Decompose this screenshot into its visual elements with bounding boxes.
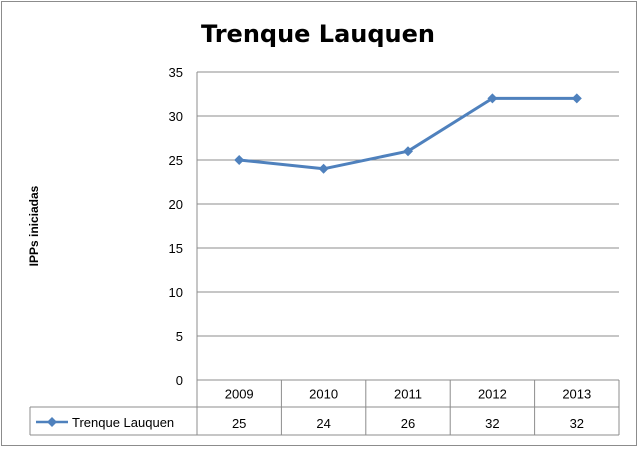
data-table-value: 24 [316,416,330,431]
x-tick-label: 2010 [309,387,338,402]
y-axis-label: IPPs iniciadas [27,185,41,266]
legend-series-name: Trenque Lauquen [72,415,174,430]
y-tick-label: 5 [176,329,183,344]
x-tick-label: 2011 [394,387,422,402]
data-point-marker [487,93,498,104]
chart-title: Trenque Lauquen [201,20,435,48]
data-table-value: 25 [232,416,246,431]
data-point-marker [403,146,413,157]
data-table-value: 32 [485,416,499,431]
x-tick-label: 2012 [478,387,507,402]
y-tick-label: 15 [169,241,183,256]
series-layer [234,93,582,174]
data-point-marker [571,93,582,104]
y-tick-label: 30 [169,109,183,124]
y-tick-labels: 0 5 10 15 20 25 30 35 [169,65,183,388]
x-tick-label: 2009 [225,387,254,402]
gridlines [196,71,619,380]
x-tick-label: 2013 [562,387,591,402]
data-table-value: 32 [570,416,584,431]
legend-marker-swatch [47,417,57,427]
y-tick-label: 25 [169,153,183,168]
y-tick-label: 10 [169,285,183,300]
y-tick-label: 20 [169,197,183,212]
data-table: 2009 2010 2011 2012 2013 25 24 26 32 32 Trenque La… [29,379,620,436]
data-point-marker [234,155,245,165]
y-tick-label: 35 [169,65,183,80]
y-tick-label: 0 [176,373,183,388]
data-point-marker [318,163,329,174]
series-line [239,96,577,171]
data-table-value: 26 [401,416,415,431]
